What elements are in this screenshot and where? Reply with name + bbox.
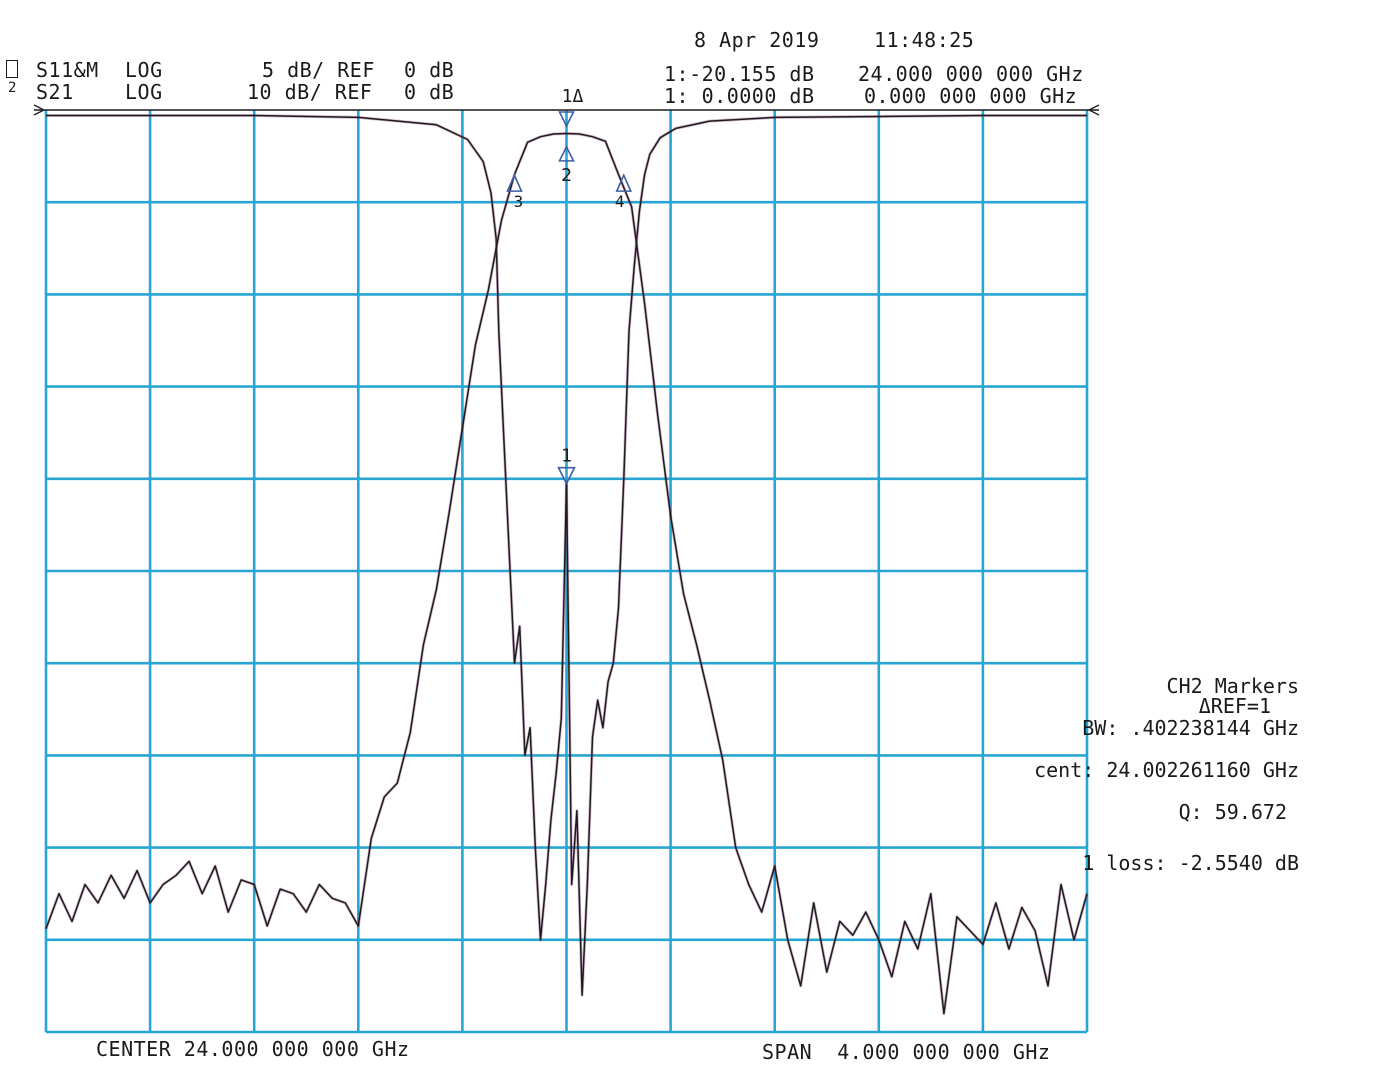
marker-label: 4 <box>615 192 625 211</box>
channel1-ref: 0 dB <box>404 58 455 82</box>
ref-left-arrow-icon <box>33 104 46 116</box>
marker-label: 2 <box>561 165 572 186</box>
marker-label: 1 <box>561 446 572 467</box>
markers-panel-loss: 1 loss: -2.5540 dB <box>1082 851 1299 875</box>
trace-s11 <box>46 114 1087 996</box>
marker-up-triangle-icon <box>558 145 575 162</box>
markers-panel-q: Q: 59.672 <box>1178 800 1287 824</box>
channel1-scale: 5 dB/ REF <box>262 58 375 82</box>
channel1-box-icon <box>6 60 18 78</box>
channel1-format: LOG <box>125 58 163 82</box>
marker-up-triangle-icon <box>615 173 632 192</box>
marker-2: 2 <box>558 145 575 186</box>
marker-down-triangle-icon <box>557 466 576 486</box>
header-time: 11:48:25 <box>874 28 975 52</box>
header-date: 8 Apr 2019 <box>694 28 820 52</box>
markers-panel-title: CH2 Markers <box>1166 674 1299 698</box>
markers-panel-cent: cent: 24.002261160 GHz <box>1034 758 1299 782</box>
footer-span: SPAN 4.000 000 000 GHz <box>762 1040 1051 1064</box>
marker-4: 4 <box>615 173 632 211</box>
marker-label: 3 <box>514 192 524 211</box>
channel2-marker-freq: 0.000 000 000 GHz <box>864 84 1078 108</box>
markers-panel-bw: BW: .402238144 GHz <box>1082 716 1299 740</box>
footer-center: CENTER 24.000 000 000 GHz <box>96 1037 410 1061</box>
channel2-number: 2 <box>8 80 17 96</box>
markers: 1 2 3 4 1Δ <box>506 86 632 486</box>
traces <box>44 114 1089 1016</box>
ref-right-arrow-icon <box>1087 104 1100 116</box>
channel2-ref: 0 dB <box>404 80 455 104</box>
marker-label: 1Δ <box>562 86 584 107</box>
channel1-param: S11&M <box>36 58 99 82</box>
marker-down-triangle-icon <box>558 111 575 128</box>
grid <box>33 104 1100 1034</box>
marker-1-delta: 1Δ <box>558 86 584 128</box>
channel2-param: S21 <box>36 80 74 104</box>
channel2-scale: 10 dB/ REF <box>247 80 373 104</box>
marker-3: 3 <box>506 173 524 211</box>
markers-panel-delta-ref: ΔREF=1 <box>1198 694 1271 718</box>
channel2-marker-value: 1: 0.0000 dB <box>664 84 815 108</box>
marker-1: 1 <box>557 446 576 486</box>
channel1-marker-freq: 24.000 000 000 GHz <box>858 62 1084 86</box>
trace-s21 <box>45 132 1088 1015</box>
marker-up-triangle-icon <box>506 173 523 192</box>
channel1-marker-value: 1:-20.155 dB <box>664 62 815 86</box>
channel2-format: LOG <box>125 80 163 104</box>
